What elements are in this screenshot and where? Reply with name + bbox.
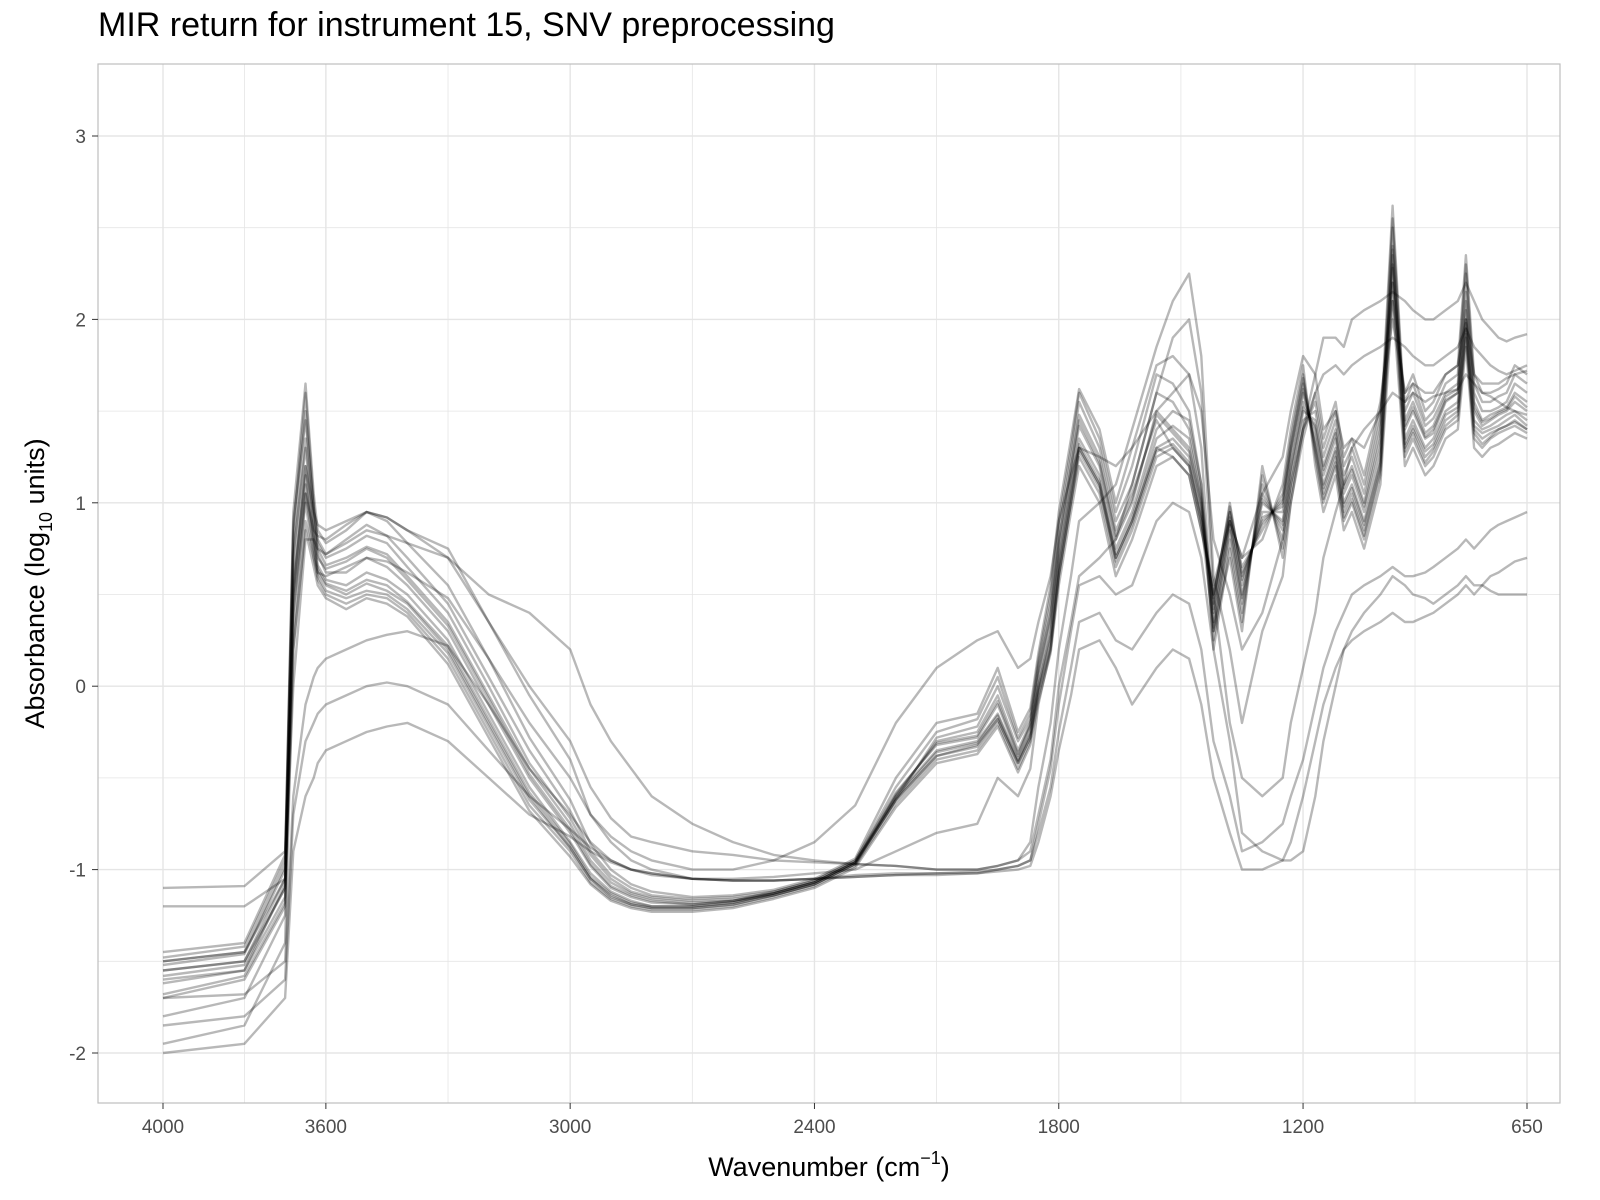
x-tick-label: 1200: [1282, 1117, 1324, 1138]
y-tick-label: 3: [75, 127, 86, 148]
x-tick-label: 2400: [793, 1117, 835, 1138]
spectrum-line-7: [162, 254, 1528, 954]
spectrum-line-17: [162, 510, 1528, 1027]
spectrum-line-10: [162, 248, 1528, 996]
spectrum-line-18: [162, 318, 1528, 963]
x-tick-label: 1800: [1038, 1117, 1080, 1138]
x-axis-title-main: Wavenumber (cm: [708, 1152, 920, 1182]
spectrum-line-4: [162, 244, 1528, 978]
y-axis-title: Absorbance (log10 units): [20, 438, 56, 728]
spectrum-line-3: [162, 263, 1528, 959]
y-axis-ticks: -2 -1 0 1 2 3: [69, 127, 98, 1065]
panel-border: [97, 63, 1561, 1104]
spectrum-line-19: [162, 327, 1528, 972]
spectrum-line-6: [162, 254, 1528, 985]
chart-title: MIR return for instrument 15, SNV prepro…: [98, 6, 835, 44]
spectrum-line-11: [162, 299, 1528, 1045]
x-axis-title-superscript: −1: [920, 1148, 941, 1168]
spectrum-line-12: [162, 217, 1528, 981]
spectrum-line-13: [162, 272, 1528, 890]
spectrum-line-15: [162, 501, 1527, 1000]
y-tick-label: 0: [75, 677, 86, 698]
y-axis-title-main: Absorbance (log: [20, 532, 50, 729]
y-axis-title-subscript: 10: [36, 512, 56, 532]
y-tick-label: 2: [75, 310, 86, 331]
x-tick-label: 650: [1511, 1117, 1543, 1138]
spectrum-line-2: [162, 226, 1528, 972]
x-axis-title: Wavenumber (cm−1): [708, 1148, 950, 1182]
y-tick-label: -1: [69, 861, 86, 882]
grid: [98, 64, 1560, 1103]
spectrum-line-5: [162, 263, 1528, 963]
y-tick-label: 1: [75, 494, 86, 515]
spectra-lines: [162, 204, 1528, 1055]
spectrum-line-9: [162, 266, 1528, 1018]
y-tick-label: -2: [69, 1044, 86, 1065]
x-tick-label: 3000: [549, 1117, 591, 1138]
x-axis-title-close: ): [941, 1152, 950, 1182]
spectrum-line-16: [162, 556, 1528, 1055]
x-tick-label: 3600: [305, 1117, 347, 1138]
spectrum-line-1: [162, 204, 1528, 967]
y-axis-title-end: units): [20, 438, 50, 512]
spectrum-line-14: [163, 318, 1528, 908]
spectrum-line-8: [162, 281, 1528, 1000]
x-axis-ticks: 4000 3600 3000 2400 1800 1200 650: [142, 1103, 1543, 1138]
x-tick-label: 4000: [142, 1117, 184, 1138]
